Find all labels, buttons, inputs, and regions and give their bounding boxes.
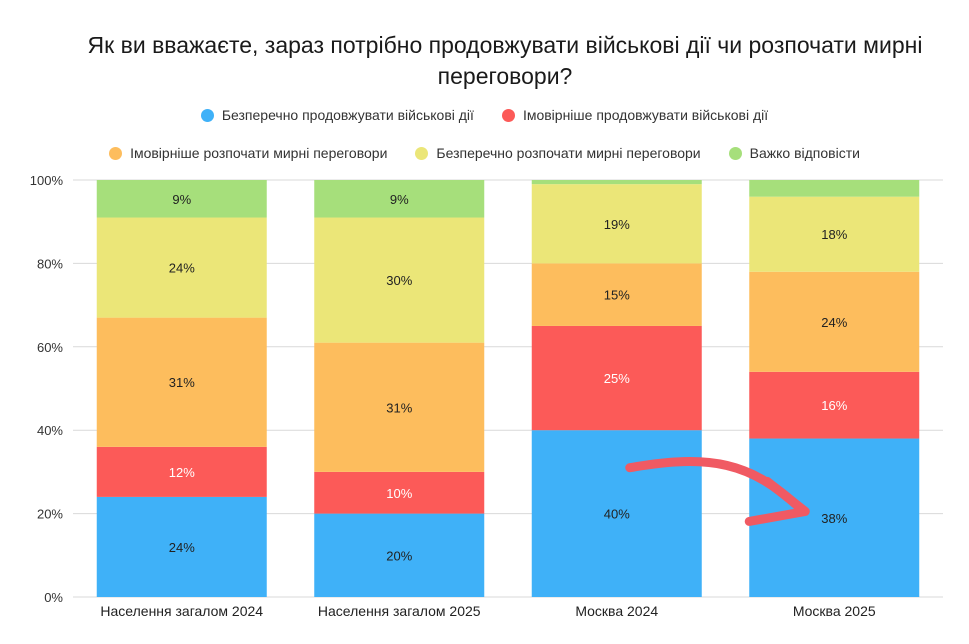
segment-value-label: 25% bbox=[604, 371, 630, 386]
x-tick-label: Населення загалом 2025 bbox=[318, 603, 481, 619]
legend-marker bbox=[200, 108, 214, 122]
segment-value-label: 38% bbox=[821, 511, 847, 526]
segment-value-label: 9% bbox=[390, 192, 409, 207]
y-tick-label: 0% bbox=[44, 590, 63, 605]
legend-item-definitely-continue: Безперечно продовжувати військові дії bbox=[200, 107, 474, 123]
legend-item-rather-negotiate: Імовірніше розпочати мирні переговори bbox=[109, 145, 387, 161]
legend-label: Імовірніше розпочати мирні переговори bbox=[130, 145, 388, 161]
legend-label: Імовірніше продовжувати військові дії bbox=[522, 107, 769, 123]
bar-segment bbox=[96, 180, 267, 218]
legend-marker bbox=[109, 146, 123, 160]
y-tick-label: 60% bbox=[37, 340, 63, 355]
segment-value-label: 18% bbox=[821, 227, 847, 242]
segment-value-label: 10% bbox=[386, 486, 412, 501]
bar-segment bbox=[314, 471, 485, 514]
legend-marker bbox=[501, 108, 515, 122]
bar-segment bbox=[531, 263, 702, 326]
segment-value-label: 24% bbox=[169, 540, 195, 555]
bar-segment bbox=[96, 446, 267, 497]
bar-segment bbox=[96, 317, 267, 447]
segment-value-label: 19% bbox=[604, 217, 630, 232]
legend-label: Безперечно розпочати мирні переговори bbox=[436, 145, 701, 161]
legend-item-definitely-negotiate: Безперечно розпочати мирні переговори bbox=[415, 145, 701, 161]
segment-value-label: 12% bbox=[169, 465, 195, 480]
y-tick-label: 20% bbox=[37, 507, 63, 522]
bar-segment bbox=[749, 271, 920, 372]
chart-title: Як ви вважаєте, зараз потрібно продовжув… bbox=[87, 32, 923, 89]
legend-row-2: Імовірніше розпочати мирні переговори Бе… bbox=[0, 145, 969, 161]
legend-marker bbox=[415, 146, 429, 160]
bar-segment bbox=[314, 217, 485, 343]
segment-value-label: 20% bbox=[386, 548, 412, 563]
segment-value-label: 15% bbox=[604, 288, 630, 303]
y-tick-label: 80% bbox=[37, 256, 63, 271]
segment-value-label: 24% bbox=[821, 315, 847, 330]
bar-segment bbox=[314, 342, 485, 472]
legend-marker bbox=[728, 146, 742, 160]
arrow-head bbox=[744, 476, 810, 526]
bar-segment bbox=[314, 180, 485, 218]
bar-segment bbox=[749, 196, 920, 272]
bar-segment bbox=[531, 180, 702, 185]
y-tick-label: 100% bbox=[30, 173, 64, 188]
legend-label: Важко відповісти bbox=[749, 145, 860, 161]
bar-segment bbox=[531, 325, 702, 431]
x-tick-label: Москва 2025 bbox=[793, 603, 876, 619]
segment-value-label: 16% bbox=[821, 398, 847, 413]
segment-value-label: 24% bbox=[169, 261, 195, 276]
segment-value-label: 31% bbox=[169, 375, 195, 390]
bar-segment bbox=[749, 180, 920, 197]
segment-value-label: 9% bbox=[172, 192, 191, 207]
bar-segment bbox=[96, 217, 267, 318]
legend-label: Безперечно продовжувати військові дії bbox=[221, 107, 474, 123]
segment-value-label: 31% bbox=[386, 400, 412, 415]
segment-value-label: 30% bbox=[386, 273, 412, 288]
bar-segment bbox=[749, 371, 920, 439]
legend-item-hard-to-say: Важко відповісти bbox=[728, 145, 860, 161]
x-tick-label: Москва 2024 bbox=[575, 603, 658, 619]
bar-segment bbox=[314, 513, 485, 597]
bar-segment bbox=[531, 184, 702, 264]
segment-value-label: 40% bbox=[604, 507, 630, 522]
legend-item-rather-continue: Імовірніше продовжувати військові дії bbox=[501, 107, 769, 123]
y-tick-label: 40% bbox=[37, 423, 63, 438]
x-tick-label: Населення загалом 2024 bbox=[100, 603, 263, 619]
legend-row-1: Безперечно продовжувати військові дії Ім… bbox=[0, 107, 969, 123]
bar-segment bbox=[96, 496, 267, 597]
